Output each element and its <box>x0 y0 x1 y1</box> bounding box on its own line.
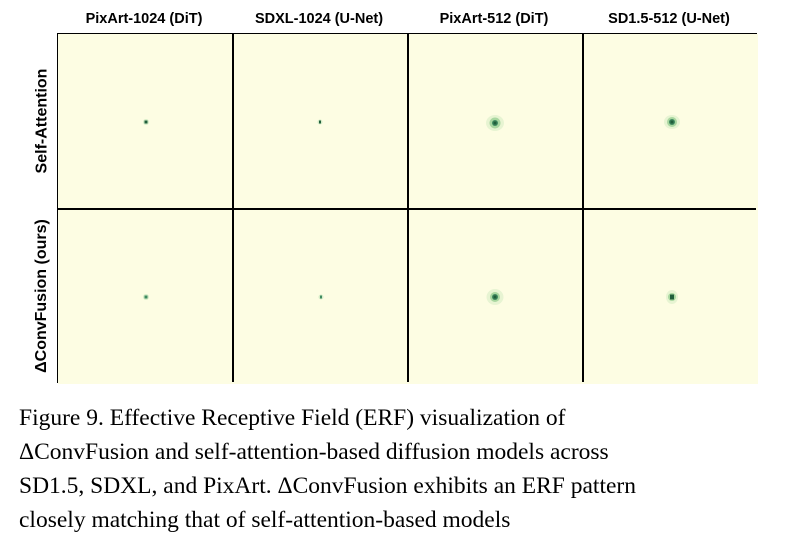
caption-line: Figure 9. Effective Receptive Field (ERF… <box>19 405 566 431</box>
row-label-self-attention-text: Self-Attention <box>33 68 50 173</box>
erf-map <box>486 289 504 305</box>
erf-cell-convfusion-pixart-1024 <box>58 209 233 384</box>
caption-line: closely matching that of self-attention-… <box>19 507 511 533</box>
erf-grid <box>57 33 758 384</box>
column-header-sdxl-1024: SDXL-1024 (U-Net) <box>254 11 384 27</box>
erf-cell-self-attention-pixart-512 <box>408 34 583 209</box>
column-header-pixart-512: PixArt-512 (DiT) <box>439 11 549 27</box>
row-label-convfusion: ΔConvFusion (ours) <box>24 208 60 383</box>
column-header-pixart-1024: PixArt-1024 (DiT) <box>85 11 203 27</box>
erf-cell-self-attention-pixart-1024 <box>58 34 233 209</box>
erf-map <box>317 119 323 125</box>
erf-map <box>666 290 678 304</box>
row-label-self-attention: Self-Attention <box>24 33 60 208</box>
column-header-sd15-512: SD1.5-512 (U-Net) <box>608 11 730 27</box>
erf-map <box>486 115 504 131</box>
figure-caption: Figure 9. Effective Receptive Field (ERF… <box>19 401 757 537</box>
erf-map <box>143 294 149 300</box>
caption-line: SD1.5, SDXL, and PixArt. ΔConvFusion exh… <box>19 473 636 499</box>
grid-divider <box>58 208 756 210</box>
erf-cell-self-attention-sdxl-1024 <box>233 34 408 209</box>
erf-map <box>664 115 680 129</box>
erf-cell-convfusion-sdxl-1024 <box>233 209 408 384</box>
erf-map <box>143 119 149 125</box>
erf-cell-convfusion-pixart-512 <box>408 209 583 384</box>
erf-map <box>318 294 324 300</box>
row-label-convfusion-text: ΔConvFusion (ours) <box>33 218 50 373</box>
erf-cell-convfusion-sd15-512 <box>583 209 758 384</box>
erf-cell-self-attention-sd15-512 <box>583 34 758 209</box>
caption-line: ΔConvFusion and self-attention-based dif… <box>19 439 609 465</box>
